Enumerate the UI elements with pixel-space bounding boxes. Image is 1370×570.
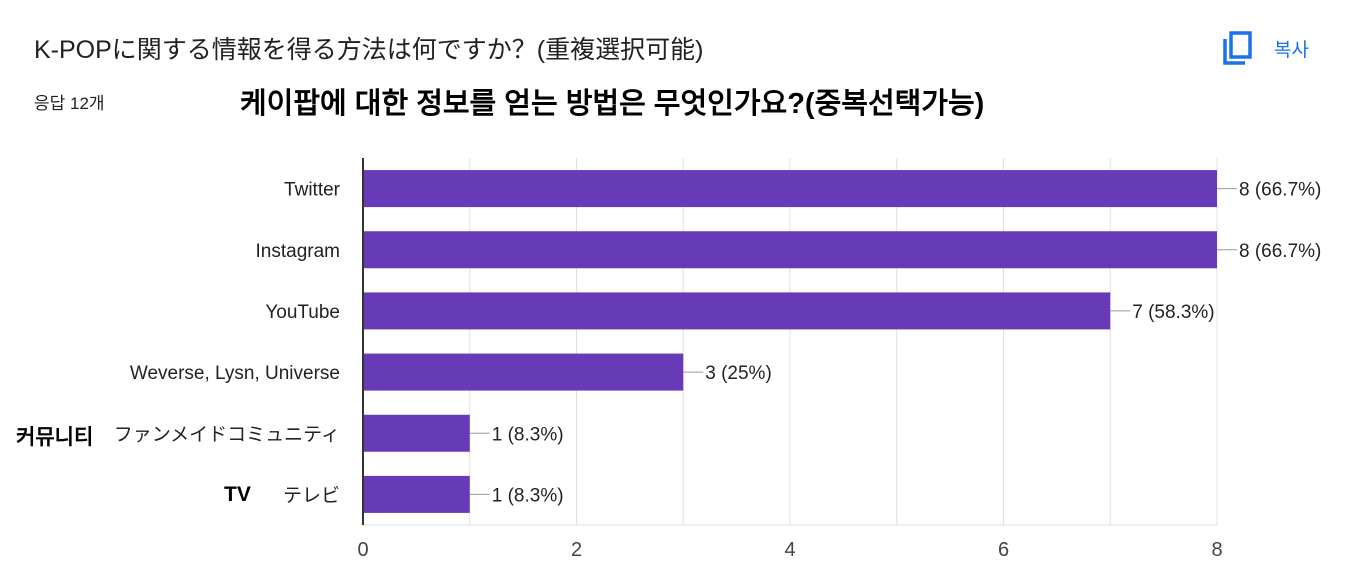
category-label: Twitter [284,180,341,201]
category-label: ファンメイドコミュニティ [114,424,340,445]
x-tick-label: 4 [784,539,795,561]
x-tick-label: 6 [998,539,1009,561]
data-label: 1 (8.3%) [492,424,564,445]
bar [363,292,1111,330]
copy-button[interactable]: 복사 [1222,30,1309,66]
data-label: 8 (66.7%) [1239,180,1321,201]
bar [363,475,470,513]
copy-label: 복사 [1274,39,1309,61]
bar [363,170,1217,208]
data-label: 8 (66.7%) [1239,241,1321,262]
bar [363,414,470,452]
category-label: Instagram [256,241,340,262]
data-label: 3 (25%) [705,363,772,384]
x-tick-label: 2 [571,539,582,561]
bar [363,353,684,391]
category-label: Weverse, Lysn, Universe [130,363,340,384]
category-label: テレビ [283,484,340,506]
overlay-korean-title: 케이팝에 대한 정보를 얻는 방법은 무엇인가요?(중복선택가능) [240,88,985,120]
copy-icon [1223,31,1252,65]
bar [363,231,1217,269]
data-label: 1 (8.3%) [492,485,564,506]
annotation-community: 커뮤니티 [16,426,94,449]
annotation-tv: TV [224,483,251,506]
data-label: 7 (58.3%) [1132,302,1214,323]
category-label: YouTube [265,302,340,323]
response-count: 응답 12개 [34,94,105,113]
x-tick-label: 8 [1211,539,1222,561]
chart-title: K-POPに関する情報を得る方法は何ですか？(重複選択可能) [34,36,704,64]
x-tick-label: 0 [357,539,368,561]
